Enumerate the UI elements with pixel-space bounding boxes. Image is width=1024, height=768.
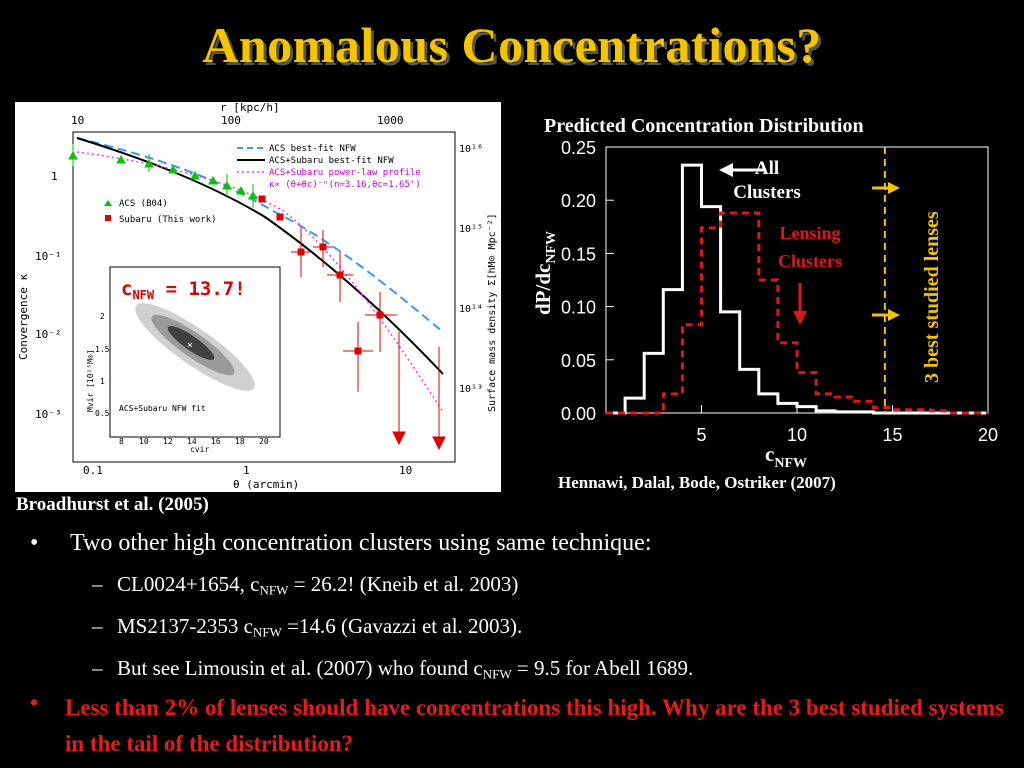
right-tick-1e13: 10¹³ [459, 384, 483, 395]
vertical-label: 3 best studied lenses [921, 211, 943, 383]
legend-acs-nfw: ACS best-fit NFW [269, 144, 356, 154]
top-tick-1000: 1000 [377, 114, 404, 127]
legend-acs-data: ACS (B04) [119, 199, 168, 209]
power-law-curve [76, 151, 444, 413]
arrow-yellow-top [872, 182, 900, 194]
top-tick-10: 10 [71, 114, 84, 127]
label-all-clusters-2: Clusters [733, 182, 801, 203]
right-tick-1e14: 10¹⁴ [459, 304, 483, 315]
y-tick-label: 0.05 [561, 351, 596, 371]
label-lensing-1: Lensing [779, 223, 840, 243]
y-tick-label: 0.00 [561, 404, 596, 424]
arrow-lensing-head [793, 311, 807, 325]
best-fit-marker: × [187, 340, 193, 351]
right-tick-1e15: 10¹⁵ [459, 224, 483, 235]
hist-yticks: 0.00 0.05 0.10 0.15 0.20 0.25 [561, 138, 614, 424]
bottom-axis-label: θ (arcmin) [233, 478, 299, 491]
svg-text:12: 12 [163, 437, 173, 446]
inset-caption: ACS+Subaru NFW fit [119, 404, 206, 413]
acs-nfw-curve [76, 137, 444, 333]
hist-series [606, 163, 988, 415]
x-tick-label: 20 [978, 425, 998, 445]
left-tick-0.001: 10⁻³ [35, 408, 62, 421]
inset-xlabel: cvir [190, 445, 209, 454]
concentration-distribution-figure: Predicted Concentration Distribution 0.0… [520, 105, 1020, 500]
inset-xticks: 8 10 12 14 16 18 20 [119, 437, 269, 446]
curve-legend: ACS best-fit NFW ACS+Subaru best-fit NFW… [237, 144, 421, 190]
arrow-all-head [719, 163, 733, 177]
acs-data-points [68, 144, 258, 208]
hist-ylabel: dP/dcNFW [531, 231, 559, 315]
y-tick-label: 0.15 [561, 244, 596, 264]
bottom-tick-10: 10 [399, 464, 412, 477]
svg-text:2: 2 [100, 312, 105, 321]
data-legend: ACS (B04) Subaru (This work) [104, 199, 217, 225]
contour-inner [167, 325, 215, 361]
legend-power-law: ACS+Subaru power-law profile [269, 168, 421, 178]
inset-panel: × ACS+Subaru NFW fit Mvir [10¹⁵M⊙] cvir … [86, 266, 281, 454]
svg-text:16: 16 [211, 437, 221, 446]
plot-frame [72, 131, 456, 463]
inset-annotation: cNFW = 13.7! [121, 278, 246, 302]
bullet-question: • Less than 2% of lenses should have con… [30, 690, 1010, 766]
hist-title: Predicted Concentration Distribution [544, 115, 864, 137]
x-tick-label: 15 [882, 425, 902, 445]
sub-bullet-ms2137: – MS2137-2353 cNFW =14.6 (Gavazzi et al.… [92, 614, 523, 640]
left-axis-label: Convergence κ [17, 274, 30, 360]
left-tick-1: 1 [51, 170, 58, 183]
hist-xlabel: cNFW [765, 442, 807, 471]
y-tick-label: 0.20 [561, 191, 596, 211]
slide-title: Anomalous Concentrations? [202, 17, 822, 73]
left-tick-0.1: 10⁻¹ [35, 250, 62, 263]
legend-acs-subaru-nfw: ACS+Subaru best-fit NFW [269, 156, 394, 166]
subaru-data-points [258, 195, 446, 451]
svg-text:10: 10 [139, 437, 149, 446]
bullet-dot: • [30, 530, 39, 556]
svg-text:1: 1 [100, 377, 105, 386]
bullet-other-clusters: • Two other high concentration clusters … [30, 530, 1010, 564]
bullet-question-text: Less than 2% of lenses should have conce… [65, 695, 1005, 756]
hist-xticks: 5 10 15 20 [696, 405, 998, 445]
inset-yticks: 2 1.5 1 0.5 [95, 312, 110, 418]
svg-text:8: 8 [119, 437, 124, 446]
bottom-tick-1: 1 [243, 464, 250, 477]
right-figure-credit: Hennawi, Dalal, Bode, Ostriker (2007) [558, 473, 836, 492]
sub-bullet-limousin: – But see Limousin et al. (2007) who fou… [92, 656, 694, 682]
right-axis-label: Surface mass density Σ[hM⊙ Mpc⁻²] [487, 213, 498, 412]
label-lensing-2: Clusters [778, 251, 842, 271]
x-tick-label: 5 [696, 425, 706, 445]
bullet-text: Two other high concentration clusters us… [70, 530, 652, 556]
left-figure-credit: Broadhurst et al. (2005) [16, 494, 209, 515]
inset-ylabel: Mvir [10¹⁵M⊙] [86, 349, 95, 412]
svg-text:0.5: 0.5 [95, 409, 110, 418]
top-tick-100: 100 [221, 114, 241, 127]
y-tick-label: 0.10 [561, 298, 596, 318]
svg-text:18: 18 [235, 437, 245, 446]
label-all-clusters-1: All [755, 158, 779, 179]
series-lensing-clusters [606, 211, 988, 415]
sub-bullet-cl0024: – CL0024+1654, cNFW = 26.2! (Kneib et al… [92, 572, 519, 598]
x-tick-label: 10 [787, 425, 807, 445]
svg-text:1.5: 1.5 [95, 345, 110, 354]
arrow-yellow-bottom [872, 309, 900, 321]
legend-subaru-data: Subaru (This work) [119, 215, 217, 225]
svg-text:14: 14 [187, 437, 197, 446]
svg-text:20: 20 [259, 437, 269, 446]
legend-power-law-formula: κ∝ (θ+θc)⁻ⁿ(n=3.16,θc=1.65') [269, 180, 421, 190]
left-tick-0.01: 10⁻² [35, 328, 62, 341]
top-axis-label: r [kpc/h] [220, 102, 280, 114]
series-all-clusters [606, 163, 988, 415]
y-tick-label: 0.25 [561, 138, 596, 158]
bottom-tick-0.1: 0.1 [83, 464, 103, 477]
right-tick-1e16: 10¹⁶ [459, 144, 483, 155]
convergence-profile-figure: 10 100 1000 r [kpc/h] 0.1 1 10 θ (arcmin… [15, 101, 501, 492]
bullet-dot: • [30, 690, 39, 715]
